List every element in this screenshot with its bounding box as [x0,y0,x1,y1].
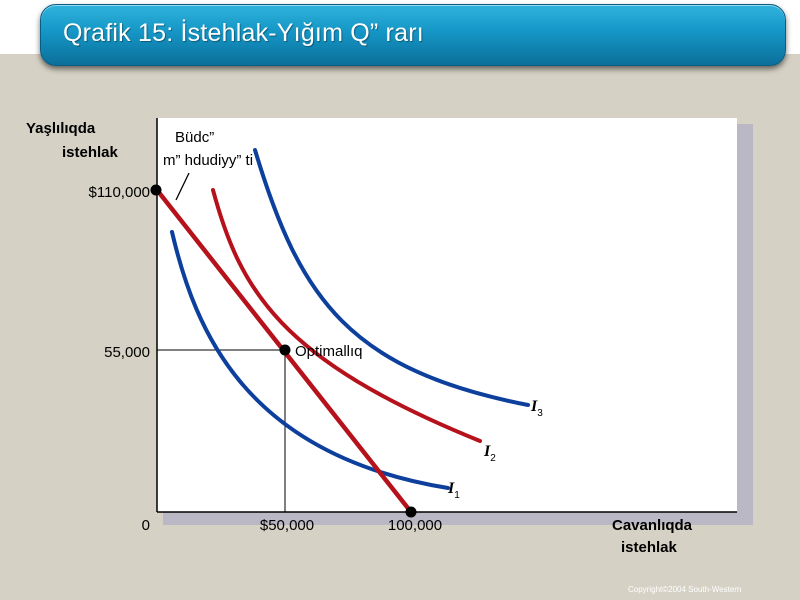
optimum-point [279,344,291,356]
x-tick-100000: 100,000 [388,517,442,534]
indifference-curve-i2 [211,188,482,443]
y-axis-label-line1: Yaşlılıqda [26,120,96,137]
budget-label-line1: Büdc” [175,129,214,146]
budget-intercept-x-point [405,506,417,518]
origin-label: 0 [142,517,150,534]
budget-intercept-y-point [150,184,162,196]
y-tick-55000: 55,000 [104,344,150,361]
x-axis-label-line1: Cavanlıqda [612,517,693,534]
x-axis-label-line2: istehlak [621,539,678,556]
x-tick-50000: $50,000 [260,517,314,534]
optimum-label: Optimallıq [295,343,363,360]
indifference-curve-i3 [253,148,530,407]
curve-label-i1: I1 [447,480,460,501]
curve-label-i3: I3 [530,398,543,419]
y-axis-label-line2: istehlak [62,144,119,161]
curve-label-i2: I2 [483,443,496,464]
y-tick-110000: $110,000 [89,184,150,201]
copyright-text: Copyright©2004 South-Western [628,585,742,594]
indifference-curve-i1 [170,230,450,490]
budget-label-line2: m” hdudiyy” ti [163,152,253,169]
budget-label-pointer [175,172,190,201]
title-banner: Qrafik 15: İstehlak-Yığım Q” rarı [40,4,786,66]
slide-title: Qrafik 15: İstehlak-Yığım Q” rarı [63,19,424,47]
